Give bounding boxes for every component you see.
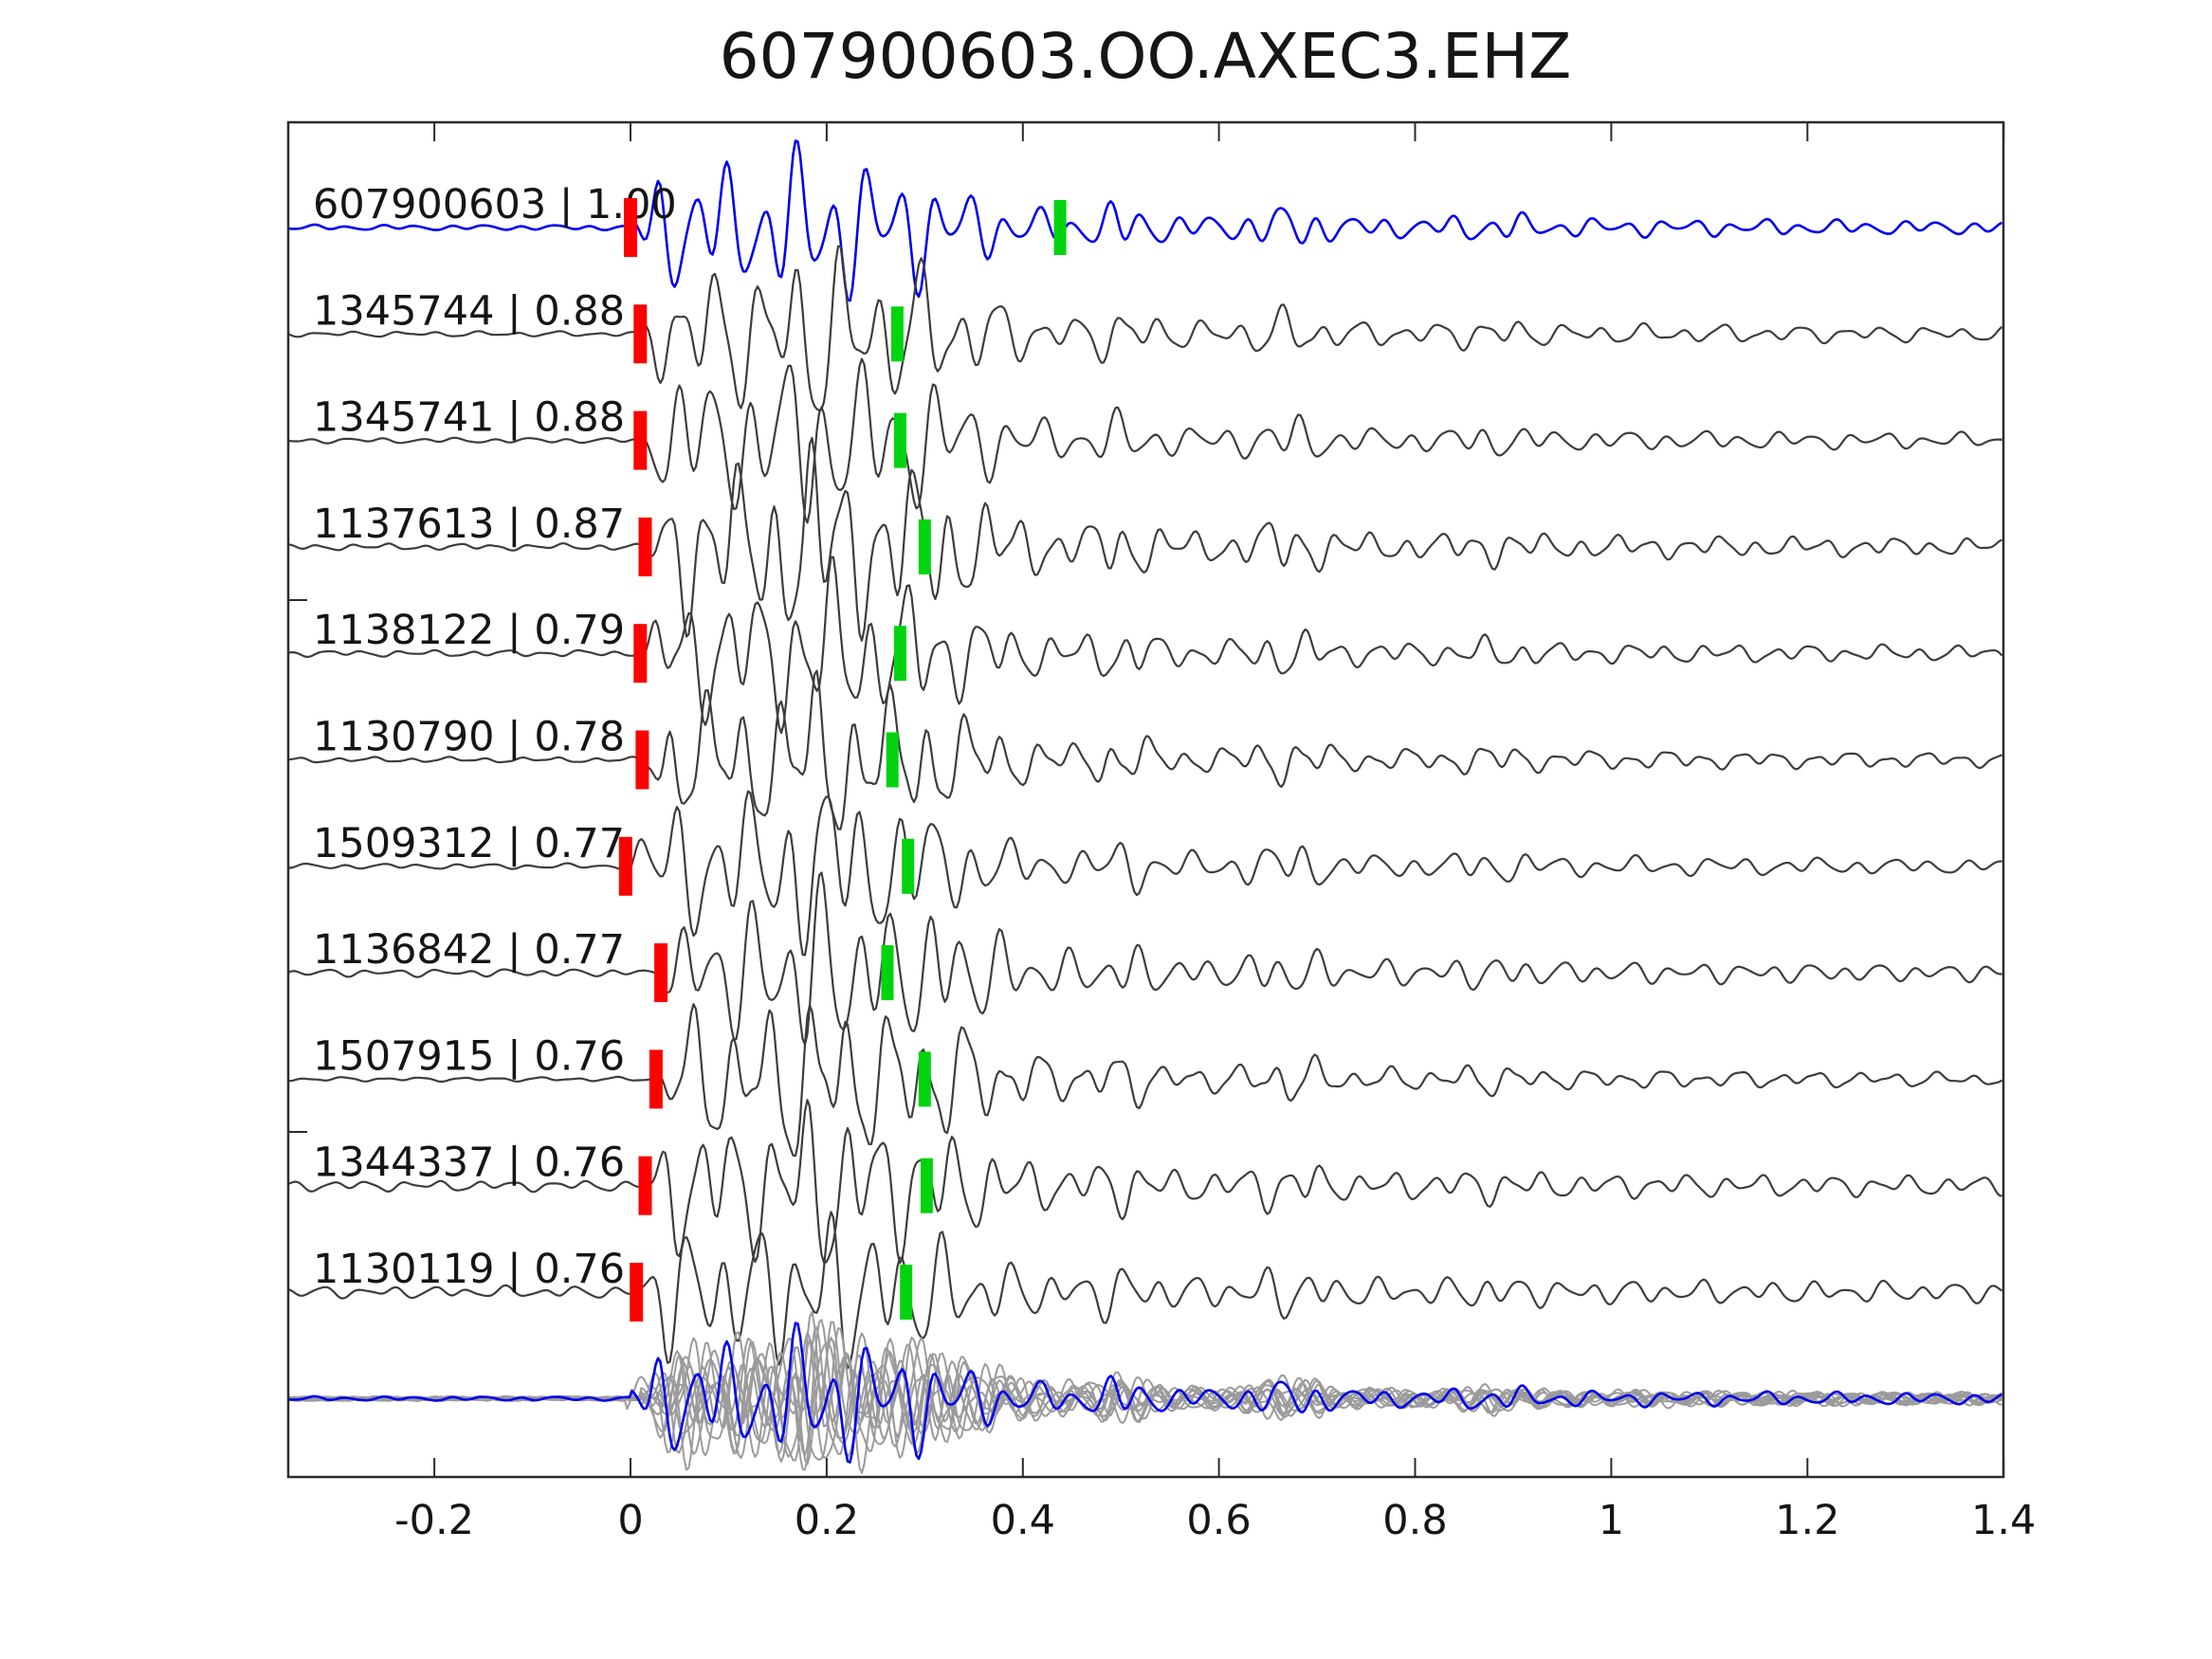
trace-waveform-1136842 xyxy=(288,871,2002,1046)
trace-label-607900603: 607900603 | 1.00 xyxy=(313,181,677,228)
trace-waveform-1507915 xyxy=(288,1003,2003,1158)
trace-waveform-1509312 xyxy=(288,790,2002,957)
pick-marker-green-1345741 xyxy=(894,412,906,468)
pick-marker-red-1507915 xyxy=(649,1049,663,1109)
pick-marker-green-1138122 xyxy=(894,626,906,682)
pick-marker-green-1345744 xyxy=(890,306,904,362)
pick-marker-red-1130119 xyxy=(630,1263,644,1322)
trace-label-1137613: 1137613 | 0.87 xyxy=(313,501,625,548)
trace-waveform-1345741 xyxy=(288,357,2002,524)
overlay-waveform-1136842 xyxy=(288,1319,2002,1456)
pick-marker-red-1138122 xyxy=(633,624,648,684)
trace-label-1138122: 1138122 | 0.79 xyxy=(313,607,625,654)
plot-border xyxy=(286,120,2005,1479)
x-tick-label: 0.2 xyxy=(795,1497,859,1544)
trace-label-1136842: 1136842 | 0.77 xyxy=(313,926,625,974)
trace-waveform-1130790 xyxy=(288,669,2002,830)
x-tick-label: -0.2 xyxy=(394,1497,474,1544)
pick-marker-green-1130119 xyxy=(900,1265,913,1320)
x-tick-label: 1.4 xyxy=(1971,1497,2036,1544)
pick-marker-red-1345744 xyxy=(633,304,648,364)
pick-marker-green-1130790 xyxy=(886,732,899,788)
trace-label-1345744: 1345744 | 0.88 xyxy=(313,287,625,335)
pick-marker-green-1136842 xyxy=(881,945,894,1001)
trace-label-1130119: 1130119 | 0.76 xyxy=(313,1246,625,1293)
pick-marker-green-1344337 xyxy=(920,1158,933,1213)
pick-marker-red-1130790 xyxy=(635,730,649,790)
trace-waveform-1138122 xyxy=(288,556,2003,735)
pick-marker-green-607900603 xyxy=(1053,200,1067,255)
pick-marker-red-1345741 xyxy=(633,410,648,470)
trace-label-1130790: 1130790 | 0.78 xyxy=(313,714,625,761)
pick-marker-green-1137613 xyxy=(918,519,931,574)
x-tick-label: 0.6 xyxy=(1186,1497,1251,1544)
waveforms-group xyxy=(288,139,2003,1474)
x-tick-label: 0 xyxy=(617,1497,643,1544)
trace-label-1344337: 1344337 | 0.76 xyxy=(313,1139,625,1187)
x-tick-label: 0.8 xyxy=(1382,1497,1447,1544)
pick-marker-red-1137613 xyxy=(638,517,652,576)
x-tick-label: 1.2 xyxy=(1775,1497,1839,1544)
trace-label-1507915: 1507915 | 0.76 xyxy=(313,1032,625,1080)
pick-marker-green-1507915 xyxy=(918,1051,931,1107)
overlay-waveform-1130119 xyxy=(288,1337,2002,1458)
pick-marker-red-1136842 xyxy=(654,943,668,1003)
x-tick-label: 0.4 xyxy=(991,1497,1055,1544)
trace-waveform-1345744 xyxy=(288,245,2003,411)
x-tick-label: 1 xyxy=(1599,1497,1624,1544)
pick-marker-green-1509312 xyxy=(902,838,915,894)
pick-marker-red-1344337 xyxy=(638,1156,652,1215)
trace-waveform-607900603 xyxy=(288,139,2003,302)
trace-waveform-1130119 xyxy=(288,1211,2003,1370)
overlay-waveform-template xyxy=(288,1322,2003,1464)
pick-marker-red-607900603 xyxy=(624,198,637,257)
chart-title: 607900603.OO.AXEC3.EHZ xyxy=(720,20,1572,93)
pick-marker-red-1509312 xyxy=(618,836,632,896)
trace-waveform-1137613 xyxy=(288,436,2002,642)
trace-waveform-1344337 xyxy=(288,1099,2002,1265)
trace-label-1345741: 1345741 | 0.88 xyxy=(313,394,625,442)
trace-label-1509312: 1509312 | 0.77 xyxy=(313,820,625,867)
